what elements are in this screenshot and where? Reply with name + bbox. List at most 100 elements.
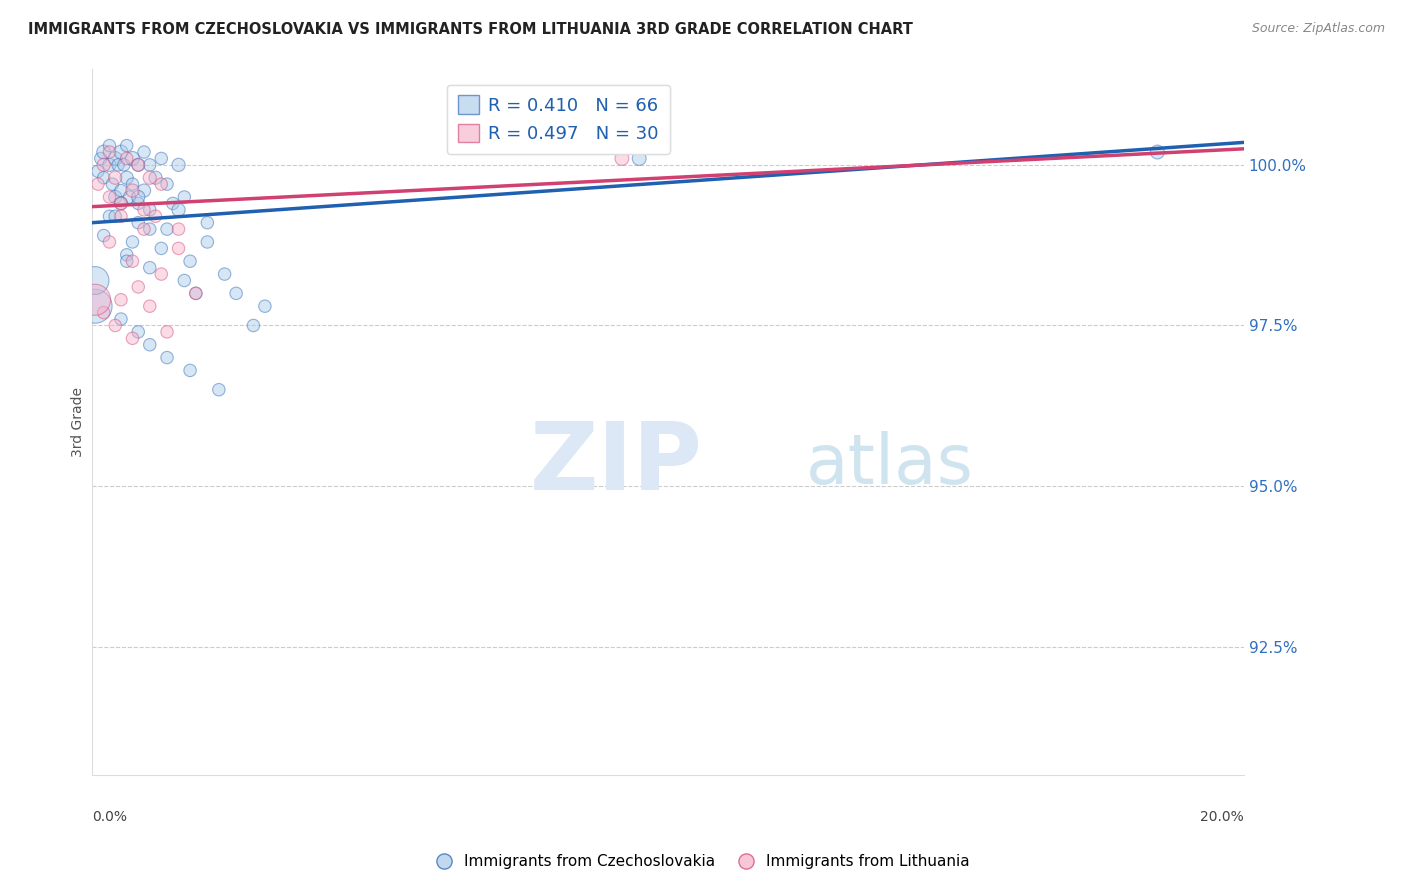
Point <box>145 170 167 185</box>
Point <box>121 152 143 166</box>
Point <box>150 241 173 255</box>
Point <box>173 273 195 287</box>
Point <box>150 152 173 166</box>
Point <box>93 228 115 243</box>
Point <box>139 158 162 172</box>
Point <box>121 331 143 345</box>
Y-axis label: 3rd Grade: 3rd Grade <box>72 387 86 457</box>
Point <box>242 318 264 333</box>
Point <box>121 254 143 268</box>
Point <box>132 184 155 198</box>
Point <box>98 145 121 159</box>
Point <box>139 202 162 217</box>
Point <box>87 177 110 191</box>
Point <box>84 293 107 307</box>
Point <box>179 363 201 377</box>
Point <box>115 152 138 166</box>
Text: 0.0%: 0.0% <box>93 811 127 824</box>
Point <box>195 216 218 230</box>
Point <box>110 145 132 159</box>
Point <box>610 152 633 166</box>
Point <box>121 177 143 191</box>
Point <box>84 273 107 287</box>
Point <box>121 184 143 198</box>
Point <box>179 254 201 268</box>
Point <box>93 170 115 185</box>
Point <box>93 158 115 172</box>
Point <box>139 260 162 275</box>
Legend: Immigrants from Czechoslovakia, Immigrants from Lithuania: Immigrants from Czechoslovakia, Immigran… <box>430 848 976 875</box>
Point <box>93 145 115 159</box>
Point <box>127 216 149 230</box>
Point <box>156 222 179 236</box>
Point <box>104 209 127 223</box>
Point <box>162 196 184 211</box>
Point <box>127 196 149 211</box>
Point <box>132 202 155 217</box>
Point <box>98 138 121 153</box>
Point <box>115 170 138 185</box>
Point <box>104 318 127 333</box>
Point <box>112 158 135 172</box>
Point <box>110 196 132 211</box>
Point <box>628 152 651 166</box>
Point <box>184 286 207 301</box>
Point <box>167 158 190 172</box>
Point <box>110 209 132 223</box>
Text: 20.0%: 20.0% <box>1201 811 1244 824</box>
Point <box>104 190 127 204</box>
Point <box>195 235 218 249</box>
Text: atlas: atlas <box>806 431 974 498</box>
Point <box>110 312 132 326</box>
Point <box>93 305 115 319</box>
Point <box>132 145 155 159</box>
Point <box>156 351 179 365</box>
Point <box>115 248 138 262</box>
Point <box>98 209 121 223</box>
Point <box>127 325 149 339</box>
Point <box>84 299 107 313</box>
Point <box>139 337 162 351</box>
Point <box>150 267 173 281</box>
Point <box>104 152 127 166</box>
Point <box>225 286 247 301</box>
Point <box>110 196 132 211</box>
Point <box>208 383 231 397</box>
Point <box>110 293 132 307</box>
Point <box>214 267 236 281</box>
Point <box>127 280 149 294</box>
Point <box>184 286 207 301</box>
Point <box>167 222 190 236</box>
Point <box>132 222 155 236</box>
Point <box>127 158 149 172</box>
Point <box>87 164 110 178</box>
Point <box>115 254 138 268</box>
Point <box>104 170 127 185</box>
Point <box>98 235 121 249</box>
Point <box>115 138 138 153</box>
Point <box>145 209 167 223</box>
Legend: R = 0.410   N = 66, R = 0.497   N = 30: R = 0.410 N = 66, R = 0.497 N = 30 <box>447 85 669 154</box>
Point <box>139 222 162 236</box>
Point <box>150 177 173 191</box>
Point <box>253 299 276 313</box>
Point <box>139 299 162 313</box>
Point <box>110 184 132 198</box>
Point <box>156 325 179 339</box>
Point <box>156 177 179 191</box>
Point <box>90 152 112 166</box>
Point <box>167 202 190 217</box>
Point <box>1146 145 1168 159</box>
Point <box>118 190 141 204</box>
Point <box>127 158 149 172</box>
Point <box>173 190 195 204</box>
Point <box>98 158 121 172</box>
Point <box>139 170 162 185</box>
Point <box>98 190 121 204</box>
Text: ZIP: ZIP <box>530 418 703 510</box>
Point <box>167 241 190 255</box>
Point <box>121 235 143 249</box>
Text: Source: ZipAtlas.com: Source: ZipAtlas.com <box>1251 22 1385 36</box>
Text: IMMIGRANTS FROM CZECHOSLOVAKIA VS IMMIGRANTS FROM LITHUANIA 3RD GRADE CORRELATIO: IMMIGRANTS FROM CZECHOSLOVAKIA VS IMMIGR… <box>28 22 912 37</box>
Point <box>101 177 124 191</box>
